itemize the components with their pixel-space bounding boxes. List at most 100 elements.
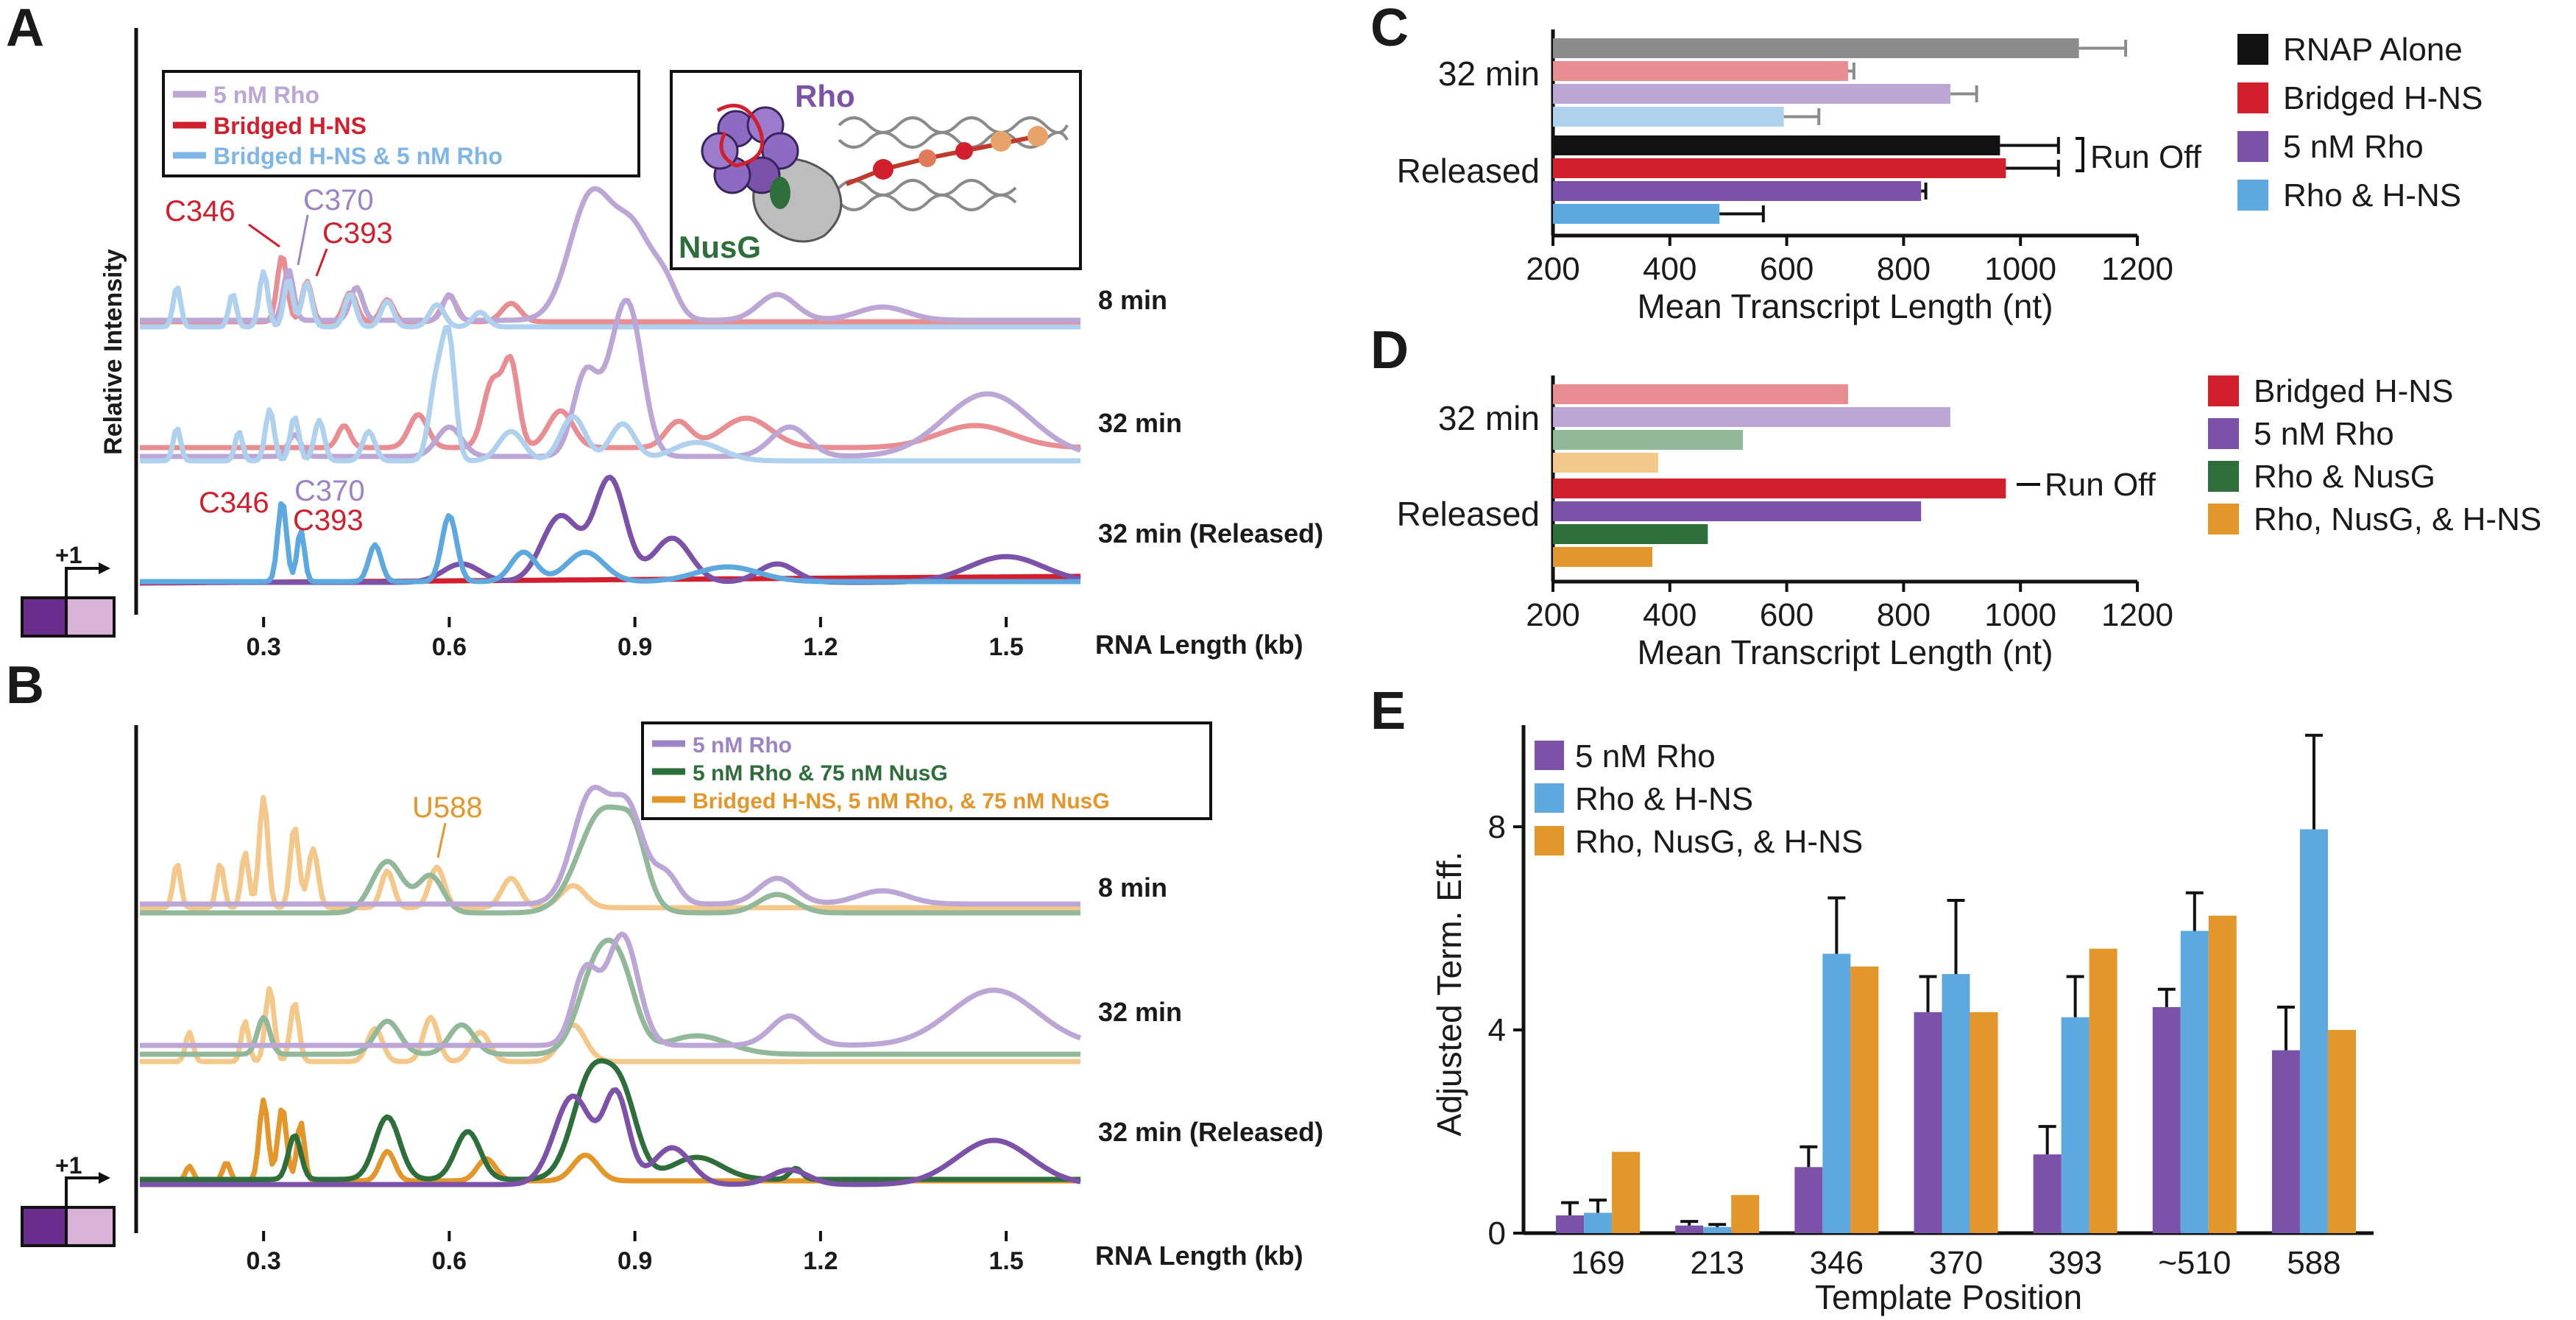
x-tick-label: 370	[1929, 1245, 1983, 1281]
legend-swatch	[2237, 180, 2268, 211]
run-off-bracket	[2076, 137, 2084, 172]
panel-e: E 0 4 8 Adjusted Term. Eff. Template Positio…	[1370, 682, 2374, 1316]
x-tick-label: 1.2	[803, 1247, 838, 1275]
x-tick-label: 600	[1760, 597, 1814, 633]
x-axis-label: Template Position	[1815, 1278, 2082, 1316]
run-off-label: Run Off	[2045, 467, 2156, 503]
bar	[1553, 84, 1950, 104]
bar	[1612, 1151, 1641, 1233]
panel-b-traces	[140, 784, 1082, 1187]
trace-a-rel-rhohns	[140, 501, 1080, 585]
x-tick-label: 0.6	[432, 1247, 467, 1275]
panel-a-trace-label-released: 32 min (Released)	[1098, 518, 1323, 548]
bar	[1553, 135, 2000, 155]
x-tick-label: 213	[1691, 1245, 1744, 1281]
x-tick-label: 0.3	[247, 1247, 281, 1275]
legend-label: 5 nM Rho	[1575, 738, 1716, 774]
panel-a-inset-label-nusg: NusG	[679, 230, 761, 264]
panel-a-promoter-icon: +1	[21, 542, 116, 638]
bar	[1794, 1167, 1823, 1233]
bar	[2299, 829, 2328, 1233]
group-label: 32 min	[1438, 399, 1540, 437]
panel-b-legend: 5 nM Rho 5 nM Rho & 75 nM NusG Bridged H…	[641, 721, 1212, 820]
bar	[1553, 61, 1848, 81]
legend-label: 5 nM Rho	[2283, 129, 2424, 165]
bar	[1553, 407, 1950, 427]
trace-a-32min-rho	[140, 297, 1082, 459]
panel-a-y-label: Relative Intensity	[99, 249, 127, 455]
panel-a-annot-c346-top: C346	[165, 195, 236, 227]
panel-b-trace-label-released: 32 min (Released)	[1098, 1117, 1323, 1147]
bar	[2089, 948, 2117, 1233]
panel-letter-b: B	[6, 656, 44, 715]
x-tick-label: 1200	[2101, 251, 2173, 287]
run-off-label: Run Off	[2090, 139, 2202, 175]
group-label: 32 min	[1438, 54, 1540, 93]
group-label: Released	[1397, 152, 1540, 190]
legend-swatch	[2208, 418, 2239, 449]
panel-a-x-ticks: 0.3 0.6 0.9 1.2 1.5	[247, 617, 1024, 661]
panel-b-promoter-label: +1	[55, 1152, 82, 1179]
y-tick-label: 0	[1488, 1215, 1506, 1252]
panel-a-annot-c370-top: C370	[303, 184, 374, 216]
panel-b-x-label: RNA Length (kb)	[1095, 1240, 1303, 1271]
panel-b-legend-rho: 5 nM Rho	[693, 733, 792, 758]
trace-b-rel-rho	[140, 1087, 1081, 1187]
x-tick-label: 0.3	[247, 633, 281, 661]
group-label: Released	[1397, 495, 1540, 533]
bar	[2327, 1030, 2356, 1233]
x-tick-label: 200	[1526, 597, 1579, 633]
bar	[1553, 547, 1652, 567]
x-tick-label: 1000	[1984, 597, 2056, 633]
x-tick-label: 588	[2287, 1245, 2340, 1281]
hns-bridge-icon	[845, 126, 1048, 186]
x-tick-label: 1.2	[803, 633, 838, 661]
legend-label: Bridged H-NS	[2283, 80, 2483, 116]
bar	[1850, 966, 1879, 1233]
panel-c: C 200 400 600 800 1000 1200 Mean Transcript Le…	[1370, 0, 2483, 325]
legend-label: Rho, NusG, & H-NS	[2254, 501, 2541, 537]
x-tick-label: 0.6	[432, 633, 467, 661]
x-tick-label: 0.9	[618, 633, 652, 661]
x-tick-label: 400	[1643, 251, 1696, 287]
legend-label: Bridged H-NS	[2254, 373, 2453, 409]
x-tick-label: 800	[1877, 597, 1931, 633]
panel-a-traces	[140, 186, 1082, 586]
bar	[1553, 479, 2006, 498]
legend-label: RNAP Alone	[2283, 32, 2463, 68]
panel-b-legend-rho-nusg: 5 nM Rho & 75 nM NusG	[693, 761, 948, 786]
x-tick-label: 600	[1760, 251, 1814, 287]
bar	[1970, 1012, 1998, 1233]
panel-a: A Relative Intensity 0.3 0.6 0.9 1.2 1.5 RNA…	[6, 0, 1323, 661]
bar	[1553, 430, 1744, 450]
panel-d: D 200 400 600 800 1000 1200 Mean Transcript Le…	[1370, 321, 2541, 671]
bar	[1553, 453, 1658, 473]
trace-a-32min-hns	[140, 353, 1081, 451]
bar	[1553, 524, 1708, 544]
x-tick-label: 400	[1643, 597, 1696, 633]
trace-b-8min-rho	[140, 784, 1080, 907]
trace-a-32min-rhohns	[140, 325, 1080, 464]
panel-a-inset-label-rho: Rho	[795, 79, 855, 113]
panel-a-x-label: RNA Length (kb)	[1095, 629, 1303, 660]
trace-b-8min-nusg	[140, 804, 1080, 916]
bar	[2152, 1006, 2181, 1233]
nusg-icon	[770, 177, 790, 209]
panel-a-legend: 5 nM Rho Bridged H-NS Bridged H-NS & 5 n…	[162, 70, 640, 177]
bar	[1675, 1225, 1704, 1233]
bar	[2180, 931, 2209, 1233]
bar	[2208, 915, 2237, 1233]
legend-swatch	[2208, 504, 2239, 534]
legend-label: Rho & NusG	[2254, 459, 2435, 495]
panel-a-legend-rho: 5 nM Rho	[213, 82, 319, 108]
legend-swatch	[2208, 461, 2239, 492]
x-tick-label: 1.5	[988, 633, 1023, 661]
bar	[1553, 38, 2079, 58]
panel-a-promoter-label: +1	[55, 542, 82, 568]
x-tick-label: 1000	[1984, 251, 2056, 287]
bar	[1914, 1012, 1942, 1233]
panel-a-annot-c370-bottom: C370	[294, 475, 365, 507]
bar	[1553, 158, 2006, 178]
bar	[1553, 204, 1720, 224]
